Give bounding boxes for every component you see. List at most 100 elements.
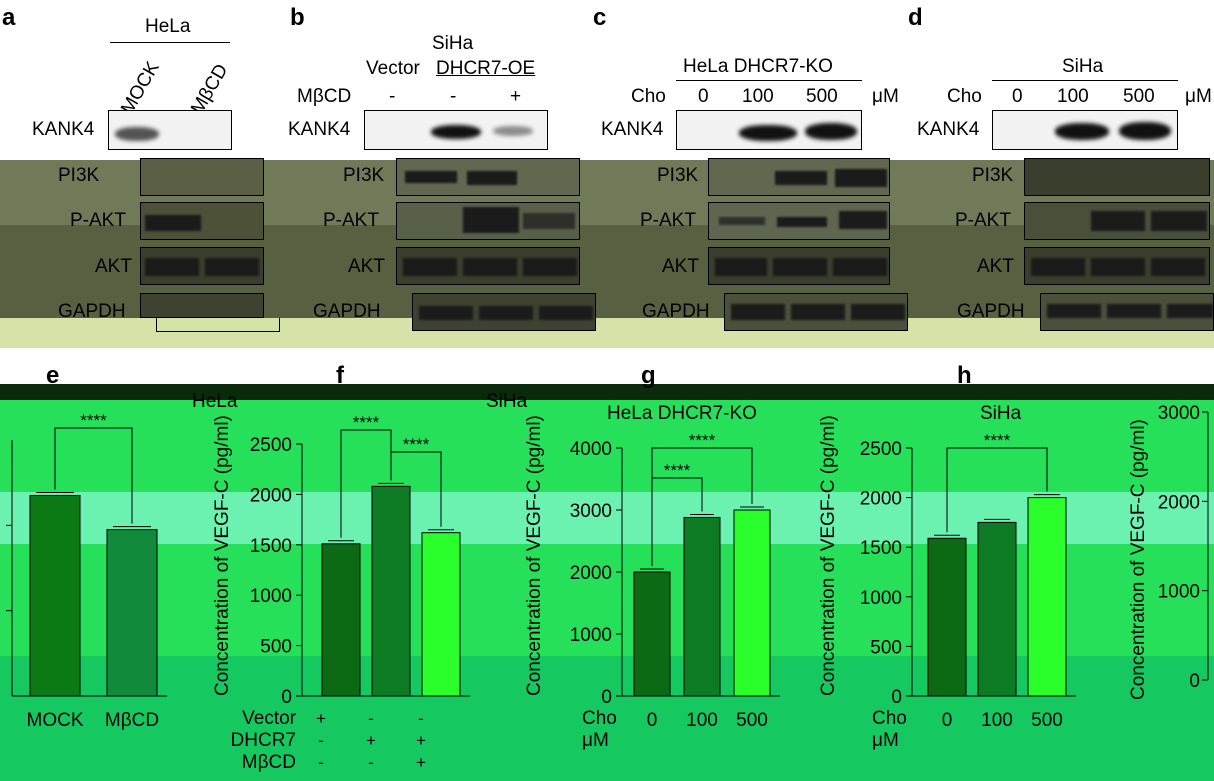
h-y-tick-label: 500 — [870, 637, 902, 658]
panel-b-dhcr7-oe: DHCR7-OE — [436, 58, 536, 79]
f-row-label: Vector — [242, 708, 297, 729]
panel-c-cell-line: HeLa DHCR7-KO — [683, 56, 833, 77]
g-x-label: 100 — [686, 710, 718, 731]
f-bar — [421, 532, 461, 697]
chart-e: MOCK MβCD **** — [6, 411, 167, 731]
f-row-value: + — [316, 709, 326, 728]
f-row-value: + — [416, 731, 426, 750]
panel-b-mbcd-1: - — [389, 86, 396, 107]
e-x-label: MOCK — [27, 710, 84, 731]
panel-d-gapdh-label: GAPDH — [957, 301, 1025, 322]
panel-b-pi3k-blot — [396, 158, 580, 196]
panel-g-label: g — [641, 362, 656, 389]
panel-b-mbcd-2: - — [450, 86, 457, 107]
f-bar — [371, 485, 411, 697]
panel-c-pakt-label: P-AKT — [640, 210, 696, 231]
panel-c-pi3k-blot — [708, 158, 890, 196]
extra-y-tick-label: 3000 — [1158, 403, 1200, 424]
panel-a-label: a — [2, 4, 16, 31]
panel-a-bracket — [110, 42, 230, 43]
panel-d-pi3k-label: PI3K — [972, 165, 1014, 186]
e-bar — [29, 494, 81, 697]
panel-c-label: c — [593, 4, 607, 31]
e-sig-stars: **** — [80, 411, 107, 430]
g-y-tick-label: 2000 — [570, 563, 612, 584]
panel-d-kank4-label: KANK4 — [917, 119, 980, 140]
g-x-label: 500 — [736, 710, 768, 731]
chart-extra: 0 1000 2000 3000 Concentration of VEGF-C (pg… — [1128, 403, 1209, 700]
f-sig-stars: **** — [403, 435, 430, 454]
f-y-tick-label: 2000 — [250, 485, 292, 506]
panel-d-unit: μM — [1185, 86, 1212, 107]
panel-b-kank4-blot — [364, 110, 548, 150]
f-y-tick-label: 2500 — [250, 435, 292, 456]
panel-b-pi3k-label: PI3K — [343, 165, 385, 186]
g-sig-stars: **** — [664, 461, 691, 480]
panel-c-dose-0: 0 — [698, 86, 709, 107]
extra-y-tick-label: 1000 — [1158, 582, 1200, 603]
g-y-tick-label: 0 — [601, 687, 612, 708]
h-x-prefix: Cho — [872, 708, 907, 729]
f-row-value: - — [418, 709, 424, 728]
panel-b-pakt-label: P-AKT — [323, 210, 379, 231]
panel-e-label: e — [46, 362, 60, 389]
panel-f-title: SiHa — [486, 391, 528, 412]
panel-a-lane-mock: MOCK — [117, 58, 164, 118]
panel-d-akt-label: AKT — [977, 256, 1014, 277]
f-y-tick-label: 1500 — [250, 536, 292, 557]
panel-d-akt-blot — [1024, 247, 1210, 285]
f-sig-bracket — [390, 451, 442, 527]
h-x-label: 500 — [1031, 710, 1063, 731]
g-bar — [633, 571, 671, 697]
extra-y-tick-label: 2000 — [1158, 492, 1200, 513]
panel-c-akt-blot — [708, 247, 890, 285]
panel-b-mbcd-label: MβCD — [297, 86, 352, 107]
panel-g-title: HeLa DHCR7-KO — [607, 403, 757, 424]
panel-d-pi3k-blot — [1024, 158, 1210, 196]
f-row-label: DHCR7 — [231, 730, 296, 751]
panel-a-kank4-label: KANK4 — [32, 119, 95, 140]
extra-y-label: Concentration of VEGF-C (pg/ml) — [1128, 419, 1149, 700]
panel-b-pakt-blot — [396, 202, 580, 240]
e-bar — [106, 529, 158, 697]
panel-b-akt-label: AKT — [348, 256, 385, 277]
panel-d-dose-500: 500 — [1123, 86, 1155, 107]
panel-d-dose-100: 100 — [1057, 86, 1089, 107]
panel-b-label: b — [290, 4, 305, 31]
f-row-value: - — [318, 753, 324, 772]
chart-bg-dark-strip — [0, 384, 1214, 400]
panel-b-gapdh-label: GAPDH — [313, 301, 381, 322]
h-y-tick-label: 2000 — [860, 489, 902, 510]
h-sig-stars: **** — [984, 431, 1011, 450]
f-row-value: + — [366, 731, 376, 750]
chart-f: 0 500 1000 1500 2000 2500 Concentration of VEG… — [212, 413, 470, 773]
panel-h-label: h — [957, 362, 972, 389]
panel-a-gapdh-blot — [140, 293, 264, 318]
panel-a-pakt-label: P-AKT — [70, 210, 126, 231]
panel-a-gapdh-blot-lower — [156, 318, 280, 332]
f-row-value: - — [368, 709, 374, 728]
g-bar — [733, 509, 771, 697]
h-y-tick-label: 2500 — [860, 439, 902, 460]
g-y-tick-label: 1000 — [570, 625, 612, 646]
h-y-tick-label: 1000 — [860, 588, 902, 609]
h-y-tick-label: 1500 — [860, 538, 902, 559]
panel-d-kank4-blot — [992, 110, 1178, 150]
panel-d-cho-label: Cho — [947, 86, 982, 107]
panel-c-dose-500: 500 — [806, 86, 838, 107]
g-x-prefix: Cho — [582, 708, 617, 729]
g-y-label: Concentration of VEGF-C (pg/ml) — [524, 415, 545, 696]
panel-b-akt-blot — [396, 247, 580, 285]
g-sig-bracket — [651, 447, 753, 566]
h-bar — [1027, 497, 1067, 697]
chart-bg-white — [0, 348, 1214, 384]
h-y-label: Concentration of VEGF-C (pg/ml) — [818, 415, 839, 696]
panel-c-gapdh-label: GAPDH — [642, 301, 710, 322]
g-x-label: 0 — [647, 710, 658, 731]
e-x-label: MβCD — [105, 710, 159, 731]
panel-b-cell-line: SiHa — [432, 33, 474, 54]
h-bar — [927, 537, 967, 697]
panel-a-akt-label: AKT — [95, 256, 132, 277]
f-row-value: - — [318, 731, 324, 750]
panel-f-label: f — [336, 362, 344, 389]
